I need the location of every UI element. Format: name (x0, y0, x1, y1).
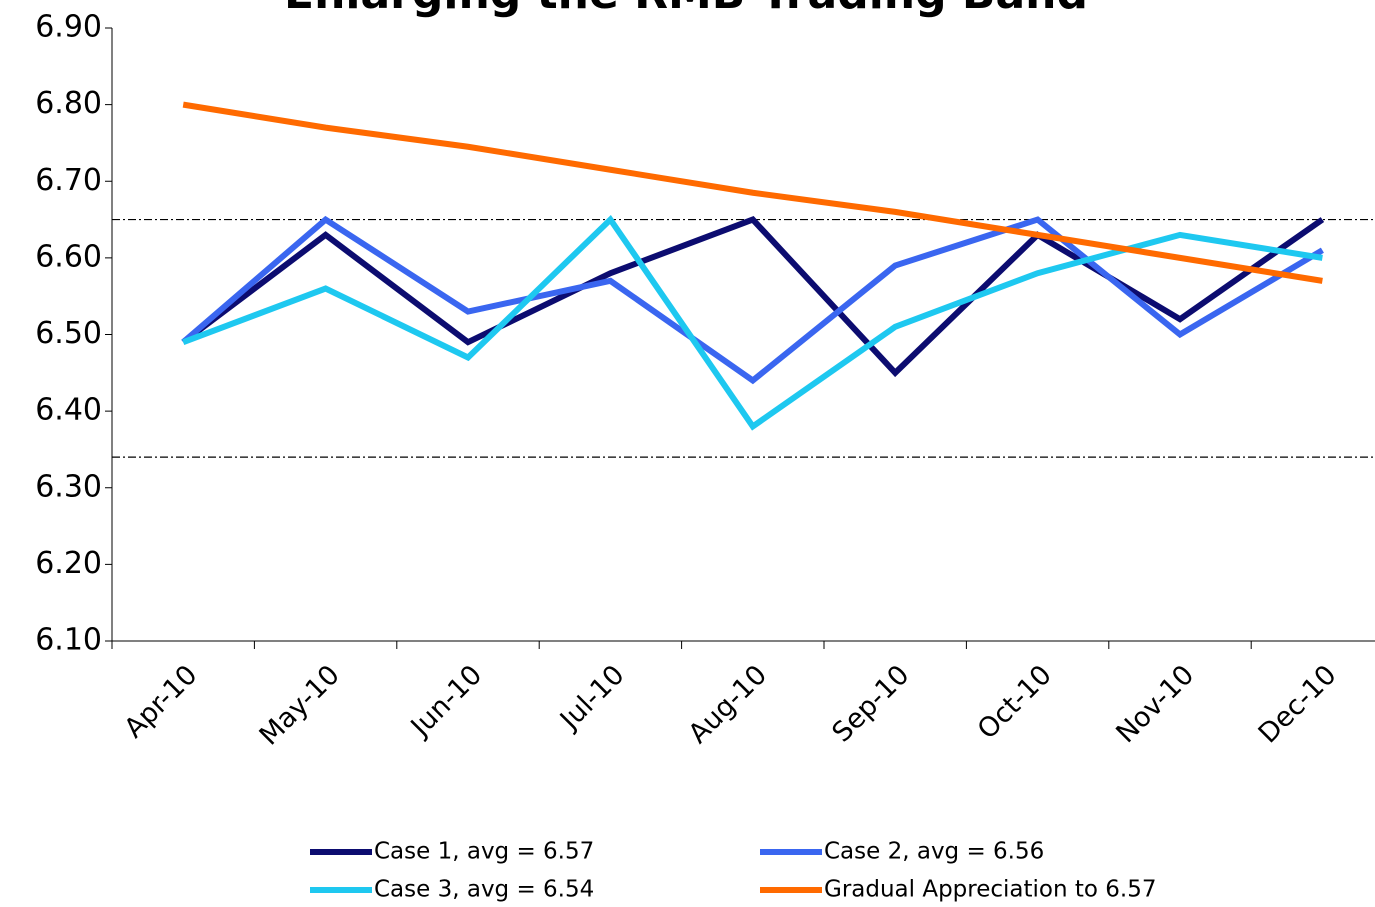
y-tick-label: 6.20 (35, 546, 102, 581)
legend-label: Gradual Appreciation to 6.57 (824, 877, 1157, 903)
legend-label: Case 3, avg = 6.54 (374, 877, 594, 903)
x-tick-label: Sep-10 (826, 659, 915, 748)
x-tick-label: Nov-10 (1110, 659, 1200, 749)
y-tick-label: 6.40 (35, 393, 102, 428)
x-tick-label: Jun-10 (404, 659, 488, 743)
y-tick-label: 6.50 (35, 316, 102, 351)
x-tick-label: Jul-10 (553, 659, 631, 737)
x-tick-label: Oct-10 (972, 659, 1058, 745)
legend-label: Case 1, avg = 6.57 (374, 839, 594, 865)
y-tick-label: 6.30 (35, 469, 102, 504)
legend-label: Case 2, avg = 6.56 (824, 839, 1044, 865)
series-line (181, 216, 1325, 378)
y-tick-label: 6.80 (35, 86, 102, 121)
chart-title: Enlarging the RMB Trading Band (284, 0, 1088, 19)
x-tick-label: Apr-10 (119, 659, 204, 744)
y-tick-label: 6.60 (35, 239, 102, 274)
x-tick-label: May-10 (254, 659, 346, 751)
x-tick-label: Aug-10 (683, 659, 773, 749)
series-line (182, 101, 1323, 284)
x-tick-label: Dec-10 (1253, 659, 1343, 749)
y-tick-label: 6.70 (35, 163, 102, 198)
y-tick-label: 6.10 (35, 623, 102, 658)
series-line (181, 215, 1324, 385)
y-tick-label: 6.90 (35, 10, 102, 45)
